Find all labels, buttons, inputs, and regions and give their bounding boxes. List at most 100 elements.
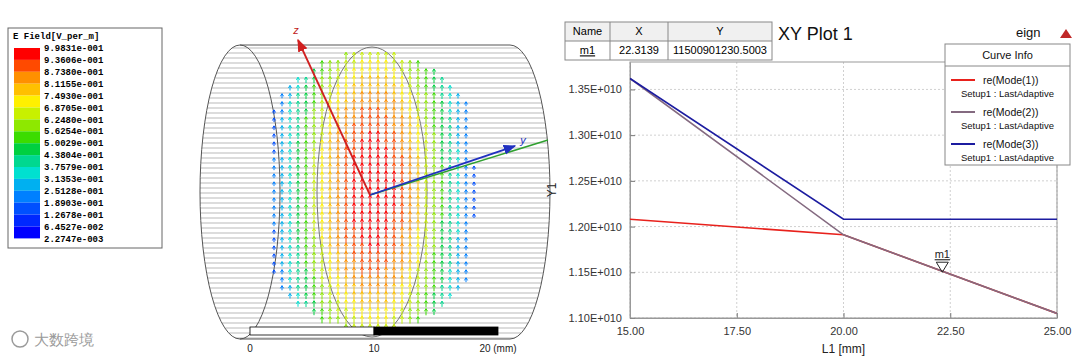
- field-arrow: [464, 262, 467, 266]
- color-bar-label: 3.7579e-001: [44, 163, 104, 173]
- field-arrow: [448, 197, 451, 203]
- field-arrow: [336, 300, 339, 308]
- color-bar-label: 5.6254e-001: [44, 127, 104, 137]
- field-arrow: [312, 309, 315, 315]
- field-arrow: [448, 141, 451, 147]
- color-bar-swatch: [14, 72, 40, 84]
- field-arrow: [296, 93, 299, 99]
- field-arrow: [320, 69, 323, 76]
- field-arrow: [272, 150, 275, 154]
- field-arrow: [408, 316, 411, 323]
- cylinder-hatch: [207, 273, 544, 274]
- field-arrow: [376, 308, 379, 316]
- legend-rule: [945, 66, 1070, 67]
- x-tick-label: 15.00: [617, 325, 645, 337]
- field-arrow: [312, 212, 315, 219]
- field-arrow: [304, 277, 307, 283]
- field-arrow: [400, 292, 403, 300]
- field-arrow: [416, 284, 419, 291]
- field-arrow: [432, 148, 435, 155]
- field-arrow: [440, 301, 443, 307]
- field-arrow: [288, 261, 291, 266]
- field-arrow: [304, 197, 307, 204]
- field-arrow: [320, 164, 323, 172]
- field-arrow: [432, 301, 435, 307]
- field-arrow: [456, 149, 459, 154]
- axis-arrow: [298, 40, 370, 195]
- field-arrow: [360, 52, 363, 60]
- scale-bar-segment: [374, 327, 498, 335]
- field-arrow: [328, 268, 331, 276]
- field-arrow: [456, 205, 459, 210]
- field-arrow: [320, 132, 323, 140]
- field-arrow: [272, 254, 275, 258]
- field-arrow: [344, 308, 347, 316]
- field-arrow: [280, 94, 283, 99]
- field-arrow: [416, 69, 419, 76]
- field-arrow: [456, 269, 459, 274]
- field-arrow: [312, 252, 315, 259]
- y-tick-label: 1.15E+010: [568, 266, 622, 278]
- field-arrow: [424, 140, 427, 148]
- field-arrow: [272, 174, 275, 178]
- field-arrow: [424, 228, 427, 236]
- field-arrow: [464, 206, 467, 211]
- table-rule: [610, 22, 611, 60]
- x-tick-mark: [950, 313, 951, 318]
- field-arrow: [280, 190, 283, 195]
- y-tick-label: 1.25E+010: [568, 175, 622, 187]
- x-axis: 15.0017.5020.0022.5025.00: [617, 313, 1072, 337]
- color-bar-label: 7.4930e-001: [44, 92, 104, 102]
- field-arrow: [304, 149, 307, 156]
- field-arrow: [336, 76, 339, 84]
- field-arrow: [432, 164, 435, 171]
- field-arrow: [360, 316, 363, 324]
- field-arrow: [400, 76, 403, 84]
- field-arrow: [296, 293, 299, 299]
- field-arrow: [368, 52, 371, 60]
- field-arrow: [312, 180, 315, 188]
- field-arrow: [336, 308, 339, 316]
- field-arrow: [384, 308, 387, 316]
- field-arrow: [440, 229, 443, 235]
- field-arrow: [376, 60, 379, 68]
- field-arrow: [312, 236, 315, 243]
- color-bar-label: 9.9831e-001: [44, 44, 104, 54]
- field-arrow: [456, 278, 459, 283]
- field-arrow: [344, 60, 347, 68]
- field-arrow: [328, 252, 331, 260]
- scale-bar-label: 10: [368, 343, 380, 354]
- field-arrow: [328, 276, 331, 284]
- field-arrow: [432, 220, 435, 227]
- cylinder-hatch: [208, 278, 543, 279]
- color-bar-label: 6.2480e-001: [44, 116, 104, 126]
- field-arrow: [304, 117, 307, 124]
- color-bar-label: 5.0029e-001: [44, 139, 104, 149]
- y-tick: 1.15E+010: [568, 266, 635, 278]
- field-arrow: [312, 101, 315, 108]
- field-arrow: [296, 77, 299, 83]
- field-arrow: [424, 180, 427, 188]
- y-tick-mark: [630, 135, 635, 136]
- field-arrow: [440, 77, 443, 83]
- y-axis-title: Y1: [545, 182, 559, 197]
- field-arrow: [392, 316, 395, 324]
- field-arrow: [296, 85, 299, 91]
- color-bar-swatch: [14, 227, 40, 239]
- field-arrow: [448, 285, 451, 290]
- field-arrow: [456, 189, 459, 194]
- field-arrow: [400, 68, 403, 76]
- cylinder-hatch: [207, 108, 543, 109]
- field-arrow: [416, 276, 419, 284]
- field-arrow: [296, 269, 299, 275]
- cylinder-hatch: [200, 213, 549, 214]
- field-arrow: [432, 156, 435, 163]
- field-arrow: [352, 68, 355, 76]
- y-axis: 1.10E+0101.15E+0101.20E+0101.25E+0101.30…: [568, 63, 635, 325]
- field-arrow: [304, 77, 307, 83]
- cylinder-hatch: [213, 83, 537, 84]
- field-arrow: [320, 309, 323, 316]
- field-arrow: [312, 285, 315, 292]
- field-arrows: [272, 52, 475, 332]
- field-arrow: [312, 220, 315, 227]
